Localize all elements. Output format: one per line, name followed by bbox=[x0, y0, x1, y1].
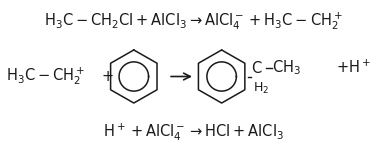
Text: $\mathrm{H_2}$: $\mathrm{H_2}$ bbox=[253, 81, 269, 96]
Text: $\mathrm{+H^+}$: $\mathrm{+H^+}$ bbox=[336, 59, 371, 76]
Text: $\mathrm{CH_3}$: $\mathrm{CH_3}$ bbox=[272, 58, 301, 77]
Text: $\mathrm{+}$: $\mathrm{+}$ bbox=[101, 69, 113, 84]
Text: $\mathrm{C}$: $\mathrm{C}$ bbox=[252, 60, 263, 76]
Text: $\mathrm{H^+ + AlCl_4^- \rightarrow HCl + AlCl_3}$: $\mathrm{H^+ + AlCl_4^- \rightarrow HCl … bbox=[103, 121, 283, 143]
Text: $\mathrm{H_3C-CH_2Cl+AlCl_3 \rightarrow AlCl_4^- +H_3C-CH_2^+}$: $\mathrm{H_3C-CH_2Cl+AlCl_3 \rightarrow … bbox=[44, 11, 342, 32]
Text: $\mathrm{H_3C-CH_2^+}$: $\mathrm{H_3C-CH_2^+}$ bbox=[6, 66, 85, 87]
